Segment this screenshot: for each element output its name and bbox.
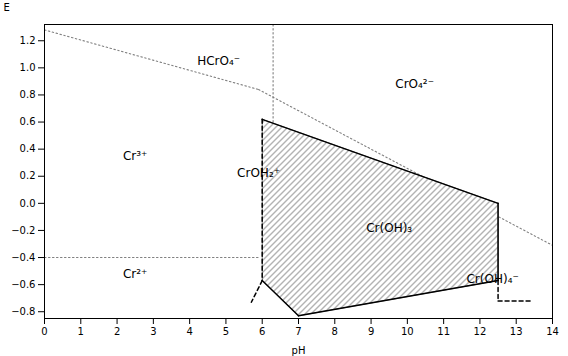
svg-text:−0.4: −0.4 [11, 252, 35, 263]
svg-text:3: 3 [150, 326, 156, 337]
svg-text:9: 9 [368, 326, 374, 337]
svg-text:8: 8 [332, 326, 338, 337]
svg-text:−0.2: −0.2 [11, 225, 35, 236]
svg-text:5: 5 [223, 326, 229, 337]
svg-text:11: 11 [437, 326, 450, 337]
svg-text:Cr(OH)₄⁻: Cr(OH)₄⁻ [466, 272, 518, 286]
svg-text:1.2: 1.2 [20, 35, 36, 46]
svg-text:E: E [4, 2, 10, 13]
svg-text:1: 1 [78, 326, 84, 337]
svg-text:−0.6: −0.6 [11, 279, 35, 290]
svg-text:Cr(OH)₃: Cr(OH)₃ [366, 221, 412, 235]
svg-text:0.4: 0.4 [20, 143, 36, 154]
svg-text:−0.8: −0.8 [11, 306, 35, 317]
svg-text:12: 12 [474, 326, 487, 337]
svg-text:Cr²⁺: Cr²⁺ [123, 267, 147, 281]
svg-text:0: 0 [41, 326, 47, 337]
svg-text:Cr³⁺: Cr³⁺ [123, 149, 147, 163]
svg-text:0.2: 0.2 [20, 170, 36, 181]
svg-text:CrOH₂⁺: CrOH₂⁺ [237, 166, 280, 180]
svg-text:6: 6 [259, 326, 265, 337]
svg-text:CrO₄²⁻: CrO₄²⁻ [395, 77, 434, 91]
svg-text:10: 10 [401, 326, 414, 337]
svg-text:0.8: 0.8 [20, 89, 36, 100]
svg-text:1.0: 1.0 [20, 62, 36, 73]
svg-text:pH: pH [292, 345, 306, 356]
svg-text:2: 2 [114, 326, 120, 337]
svg-text:4: 4 [186, 326, 192, 337]
svg-text:HCrO₄⁻: HCrO₄⁻ [197, 54, 240, 68]
svg-text:13: 13 [510, 326, 523, 337]
svg-text:7: 7 [295, 326, 301, 337]
svg-text:14: 14 [546, 326, 559, 337]
svg-text:0.0: 0.0 [20, 198, 36, 209]
svg-text:0.6: 0.6 [20, 116, 36, 127]
